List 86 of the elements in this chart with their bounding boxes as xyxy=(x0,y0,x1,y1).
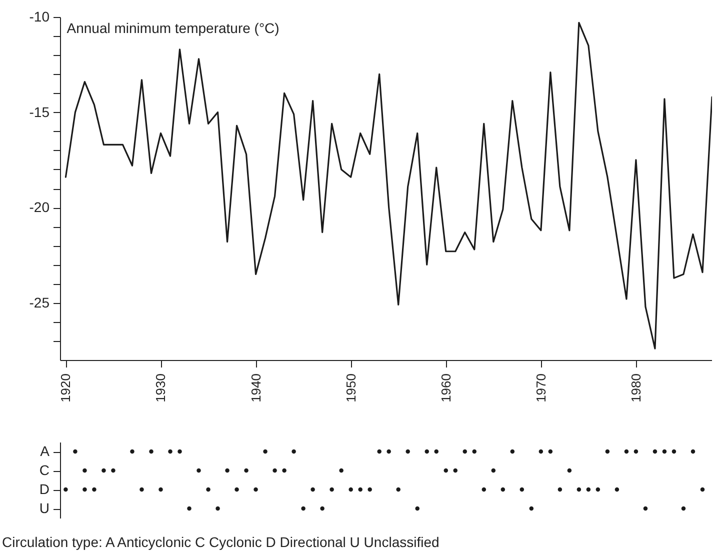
point xyxy=(330,487,334,492)
point xyxy=(596,487,600,492)
point xyxy=(73,449,78,454)
point xyxy=(64,487,68,492)
point xyxy=(482,487,486,492)
point xyxy=(681,506,686,511)
x-tick-label: 1940 xyxy=(248,374,264,402)
point xyxy=(168,449,172,454)
point xyxy=(624,449,629,454)
point xyxy=(672,449,676,454)
point xyxy=(434,449,438,454)
point xyxy=(348,487,353,492)
point xyxy=(614,487,620,492)
point xyxy=(576,487,582,492)
point xyxy=(196,468,201,473)
y-tick-label: -10 xyxy=(29,8,50,24)
point xyxy=(158,487,163,492)
point xyxy=(178,449,182,454)
point xyxy=(643,506,648,511)
point xyxy=(263,449,268,454)
point xyxy=(254,487,258,492)
y-tick-label: -25 xyxy=(29,294,50,310)
point xyxy=(140,487,144,492)
point xyxy=(187,506,192,511)
point xyxy=(690,449,696,454)
point xyxy=(462,449,468,454)
point xyxy=(301,506,306,511)
text: Circulation type: A Anticyclonic C Cyclonic D Directional U Unclassified xyxy=(2,534,440,550)
point xyxy=(453,468,458,473)
point xyxy=(567,468,572,473)
point xyxy=(130,449,134,454)
y-tick-label: -20 xyxy=(29,199,50,216)
point xyxy=(605,449,610,454)
chart-title: Annual minimum temperature (°C) xyxy=(66,20,280,36)
point xyxy=(491,468,496,473)
point xyxy=(282,468,286,473)
point xyxy=(234,487,239,492)
point xyxy=(320,506,324,511)
x-tick-label: 1960 xyxy=(438,374,454,402)
point xyxy=(292,449,296,454)
point xyxy=(652,449,658,454)
point xyxy=(216,506,220,511)
point xyxy=(102,468,106,473)
point xyxy=(82,468,87,473)
point xyxy=(111,468,116,473)
x-tick-label: 1950 xyxy=(343,374,358,402)
point xyxy=(339,468,344,473)
y-tick-label: -15 xyxy=(29,104,50,120)
point xyxy=(634,449,638,454)
point xyxy=(520,487,524,492)
point xyxy=(368,487,372,492)
point xyxy=(82,487,87,492)
point xyxy=(424,449,429,454)
point xyxy=(586,487,591,492)
point xyxy=(206,487,210,492)
point xyxy=(558,487,562,492)
point xyxy=(358,487,362,492)
point xyxy=(700,487,705,492)
y-tick-label: U xyxy=(39,500,50,516)
point xyxy=(310,487,315,492)
point xyxy=(396,487,400,492)
x-tick-label: 1980 xyxy=(628,374,644,402)
point xyxy=(377,449,382,454)
point xyxy=(510,449,515,454)
point xyxy=(149,449,154,454)
point xyxy=(538,449,544,454)
point xyxy=(244,468,248,473)
line-series xyxy=(64,22,712,350)
point xyxy=(272,468,277,473)
x-tick-label: 1970 xyxy=(533,374,548,402)
point xyxy=(225,468,230,473)
point xyxy=(406,449,410,454)
point xyxy=(415,506,420,511)
y-tick-label: A xyxy=(40,443,50,459)
x-tick-label: 1920 xyxy=(58,374,74,402)
point xyxy=(548,449,553,454)
point xyxy=(386,449,391,454)
x-tick-label: 1930 xyxy=(153,374,168,402)
point xyxy=(500,487,506,492)
y-tick-label: D xyxy=(39,481,50,497)
point xyxy=(444,468,448,473)
point xyxy=(92,487,96,492)
point xyxy=(662,449,667,454)
y-tick-label: C xyxy=(39,462,50,478)
point xyxy=(472,449,477,454)
point xyxy=(529,506,534,511)
